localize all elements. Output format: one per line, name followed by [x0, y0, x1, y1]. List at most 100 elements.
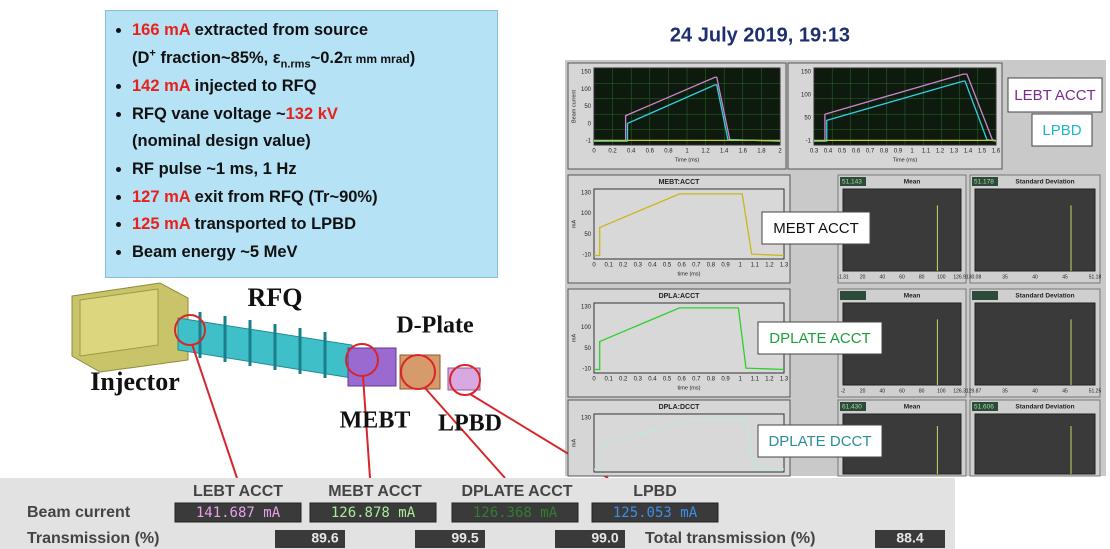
plot-area [594, 189, 784, 259]
x-tick-label: 0.3 [634, 263, 643, 269]
injector-face [80, 289, 158, 356]
x-tick-label: 80 [919, 274, 925, 280]
transmission-value: 89.6 [311, 530, 338, 546]
x-tick-label: 40 [1032, 388, 1038, 394]
x-tick-label: 51.18 [1089, 274, 1102, 280]
callout-text: LPBD [1042, 122, 1081, 139]
diagram-label: MEBT [340, 408, 411, 434]
x-tick-label: 0.8 [707, 263, 716, 269]
info-line: RF pulse ~1 ms, 1 Hz [132, 156, 487, 184]
info-list: 166 mA extracted from source(D+ fraction… [118, 17, 487, 266]
x-tick-label: 0.5 [663, 377, 672, 383]
x-tick-label: 1.3 [780, 377, 789, 383]
info-line: Beam energy ~5 MeV [132, 239, 487, 267]
x-tick-label: 60 [899, 274, 905, 280]
hist-plot [975, 414, 1095, 474]
info-line: (D+ fraction~85%, εn.rms~0.2π mm mrad) [132, 45, 487, 74]
x-tick-label: 1.8 [757, 149, 766, 155]
x-tick-label: 0.1 [604, 377, 613, 383]
hist-title: Mean [904, 404, 921, 411]
info-text: (nominal design value) [132, 132, 311, 150]
x-tick-label: 1.2 [765, 263, 774, 269]
y-tick-label: 100 [581, 325, 592, 331]
info-line: RFQ vane voltage ~132 kV [132, 101, 487, 129]
row-label: Transmission (%) [27, 530, 159, 547]
y-tick-label: 150 [801, 70, 812, 76]
x-tick-label: 0.3 [634, 377, 643, 383]
y-tick-label: 130 [581, 305, 592, 311]
x-tick-label: 80 [919, 388, 925, 394]
x-tick-label: 45 [1062, 388, 1068, 394]
x-tick-label: 35 [1002, 388, 1008, 394]
info-text: Beam energy ~5 MeV [132, 243, 298, 261]
x-tick-label: 1.4 [720, 149, 729, 155]
x-tick-label: 40 [880, 274, 886, 280]
x-tick-label: 0.7 [692, 377, 701, 383]
info-text: extracted from source [190, 21, 368, 39]
x-tick-label: 0.4 [648, 377, 657, 383]
info-text: RFQ vane voltage ~ [132, 105, 286, 123]
x-tick-label: 0.4 [824, 149, 833, 155]
x-tick-label: 1.3 [780, 263, 789, 269]
scope-title: MEBT:ACCT [659, 179, 701, 186]
hist-title: Standard Deviation [1015, 404, 1074, 411]
y-tick-label: -10 [582, 253, 591, 259]
info-text: exit from RFQ (Tr~90%) [190, 188, 378, 206]
beam-current-value: 126.878 mA [331, 505, 416, 521]
info-text: RF pulse ~1 ms, 1 Hz [132, 160, 297, 178]
info-text: transported to LPBD [190, 215, 356, 233]
info-text: 132 kV [286, 105, 338, 123]
x-tick-label: 1.3 [950, 149, 959, 155]
info-text: π mm mrad [343, 52, 410, 66]
scope-title: DPLA:ACCT [659, 293, 701, 300]
diagram-label: D-Plate [396, 313, 474, 339]
y-axis-label: Beam current [571, 90, 577, 123]
row-label: Total transmission (%) [645, 530, 815, 547]
y-tick-label: 100 [581, 87, 592, 93]
beam-current-value: 141.687 mA [196, 505, 281, 521]
callout-text: MEBT ACCT [773, 220, 859, 237]
x-tick-label: 0.2 [608, 149, 617, 155]
x-axis-label: time (ms) [678, 271, 701, 277]
x-axis-label: time (ms) [678, 385, 701, 391]
info-text: 125 mA [132, 215, 190, 233]
diagram-label: Injector [90, 367, 180, 396]
x-axis-label: Time (ms) [675, 157, 700, 163]
x-tick-label: -1.31 [837, 274, 849, 280]
beam-current-value: 125.053 mA [613, 505, 698, 521]
info-text: 142 mA [132, 77, 190, 95]
x-tick-label: 1.4 [964, 149, 973, 155]
x-tick-label: 126.91 [953, 274, 969, 280]
info-text: injected to RFQ [190, 77, 317, 95]
scope-title: DPLA:DCCT [659, 404, 701, 411]
y-axis-label: mA [571, 439, 577, 448]
hist-title: Mean [904, 179, 921, 186]
x-axis-label: Time (ms) [893, 157, 918, 163]
x-tick-label: 0.6 [852, 149, 861, 155]
x-tick-label: 0.1 [604, 263, 613, 269]
hist-value: 51.178 [974, 179, 994, 186]
y-tick-label: 100 [581, 211, 592, 217]
hist-plot [975, 303, 1095, 385]
x-tick-label: 0.4 [648, 263, 657, 269]
hist-title: Mean [904, 293, 921, 300]
hist-value-box [840, 291, 866, 300]
hist-title: Standard Deviation [1015, 293, 1074, 300]
y-tick-label: 50 [804, 116, 811, 122]
plot-area [594, 303, 784, 373]
info-text: fraction~85%, ε [156, 49, 281, 67]
x-tick-label: 1.2 [765, 377, 774, 383]
x-tick-label: 1.6 [739, 149, 748, 155]
x-tick-label: 100 [937, 388, 946, 394]
y-tick-label: 130 [581, 191, 592, 197]
hist-value: 51.606 [974, 404, 994, 411]
plot-area [594, 414, 784, 472]
column-header: LPBD [633, 483, 677, 500]
x-tick-label: 60 [899, 388, 905, 394]
info-line: 166 mA extracted from source [132, 17, 487, 45]
x-tick-label: 0.9 [721, 263, 730, 269]
x-tick-label: 0.5 [663, 263, 672, 269]
x-tick-label: 0.2 [619, 263, 628, 269]
y-axis-label: mA [571, 220, 577, 229]
hist-value: 61.430 [842, 404, 862, 411]
